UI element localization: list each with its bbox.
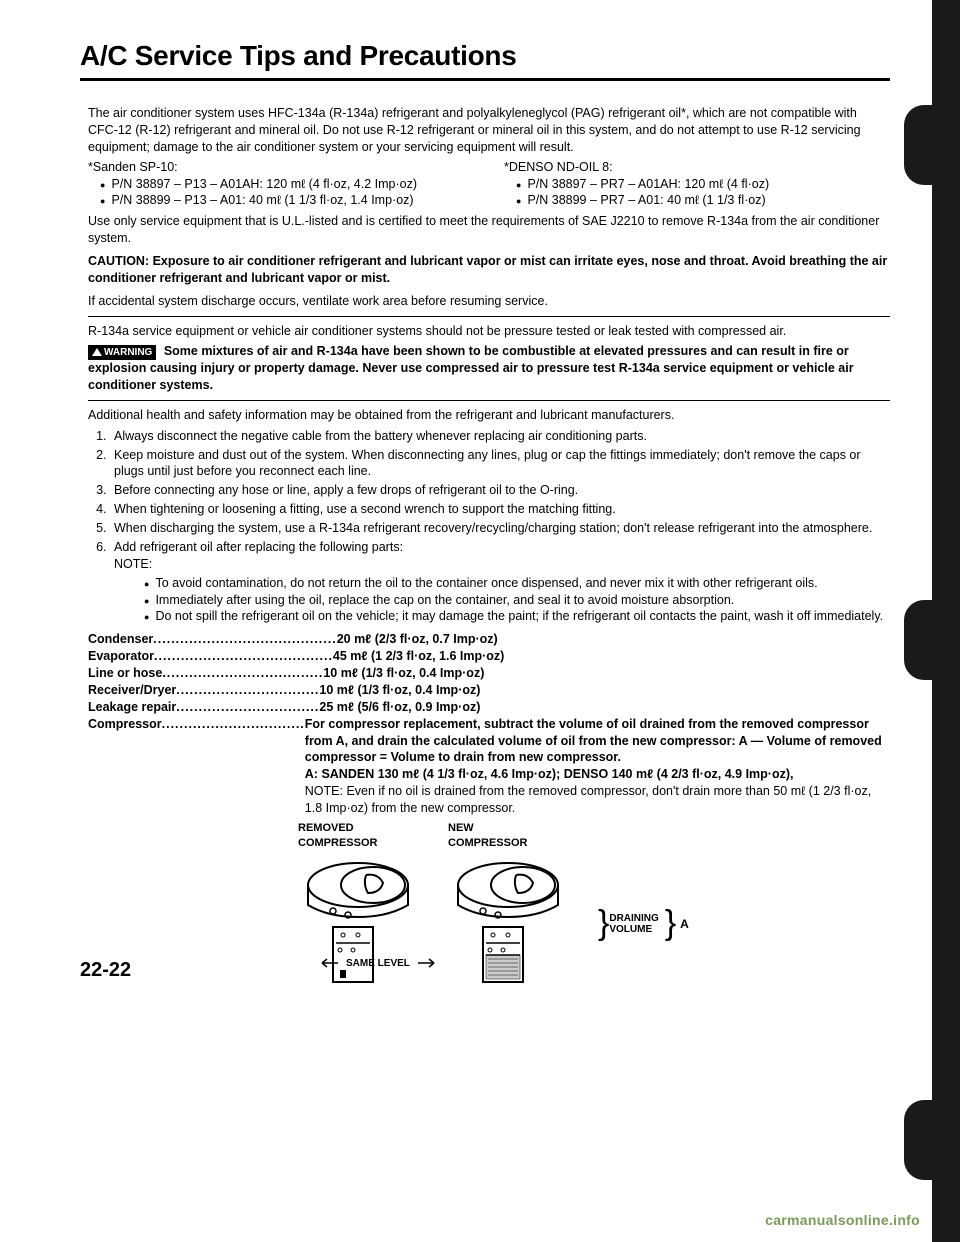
additional-info: Additional health and safety information…: [88, 407, 890, 424]
arrow-right-icon: [418, 958, 438, 968]
bracket-icon: }: [598, 901, 609, 947]
new-compressor-icon: [448, 855, 568, 985]
arrow-left-icon: [318, 958, 338, 968]
caution-text: CAUTION: Exposure to air conditioner ref…: [88, 253, 890, 287]
draining-volume-label: DRAINING VOLUME: [609, 913, 658, 935]
list-item: Before connecting any hose or line, appl…: [110, 482, 890, 499]
note-bullet: Immediately after using the oil, replace…: [144, 592, 890, 609]
removed-compressor-label: REMOVED COMPRESSOR: [298, 821, 418, 851]
warning-block: WARNING Some mixtures of air and R-134a …: [88, 343, 890, 394]
list-item: When tightening or loosening a fitting, …: [110, 501, 890, 518]
divider: [88, 400, 890, 401]
same-level-label: SAME LEVEL: [346, 957, 410, 971]
title-rule: [80, 78, 890, 81]
bracket-icon: }: [665, 901, 676, 947]
list-item: Add refrigerant oil after replacing the …: [110, 539, 890, 625]
list-item: Always disconnect the negative cable fro…: [110, 428, 890, 445]
new-compressor-label: NEW COMPRESSOR: [448, 821, 568, 851]
page-number: 22-22: [80, 959, 131, 982]
intro-text: The air conditioner system uses HFC-134a…: [88, 105, 890, 156]
numbered-list: Always disconnect the negative cable fro…: [110, 428, 890, 626]
oil-row: Condenser ..............................…: [88, 631, 890, 648]
sanden-item: P/N 38899 – P13 – A01: 40 mℓ (1 1/3 fl·o…: [100, 192, 474, 209]
oil-row: Line or hose ...........................…: [88, 665, 890, 682]
page-title: A/C Service Tips and Precautions: [80, 40, 890, 72]
denso-item: P/N 38899 – PR7 – A01: 40 mℓ (1 1/3 fl·o…: [516, 192, 890, 209]
denso-header: *DENSO ND-OIL 8:: [504, 159, 890, 176]
divider: [88, 316, 890, 317]
accidental-text: If accidental system discharge occurs, v…: [88, 293, 890, 310]
a-label: A: [680, 916, 689, 932]
oil-compressor-row: Compressor .............................…: [88, 716, 890, 817]
note-bullet: To avoid contamination, do not return th…: [144, 575, 890, 592]
use-only-text: Use only service equipment that is U.L.-…: [88, 213, 890, 247]
oil-row: Evaporator .............................…: [88, 648, 890, 665]
oil-table: Condenser ..............................…: [88, 631, 890, 817]
denso-item: P/N 38897 – PR7 – A01AH: 120 mℓ (4 fl·oz…: [516, 176, 890, 193]
watermark: carmanualsonline.info: [765, 1212, 920, 1228]
warning-badge: WARNING: [88, 345, 156, 361]
list-item: Keep moisture and dust out of the system…: [110, 447, 890, 481]
sanden-header: *Sanden SP-10:: [88, 159, 474, 176]
binder-tab: [904, 1100, 946, 1180]
oil-row: Receiver/Dryer .........................…: [88, 682, 890, 699]
note-bullet: Do not spill the refrigerant oil on the …: [144, 608, 890, 625]
oil-row: Leakage repair .........................…: [88, 699, 890, 716]
sanden-item: P/N 38897 – P13 – A01AH: 120 mℓ (4 fl·oz…: [100, 176, 474, 193]
note-label: NOTE:: [114, 556, 890, 573]
pressure-test-text: R-134a service equipment or vehicle air …: [88, 323, 890, 340]
list-item: When discharging the system, use a R-134…: [110, 520, 890, 537]
